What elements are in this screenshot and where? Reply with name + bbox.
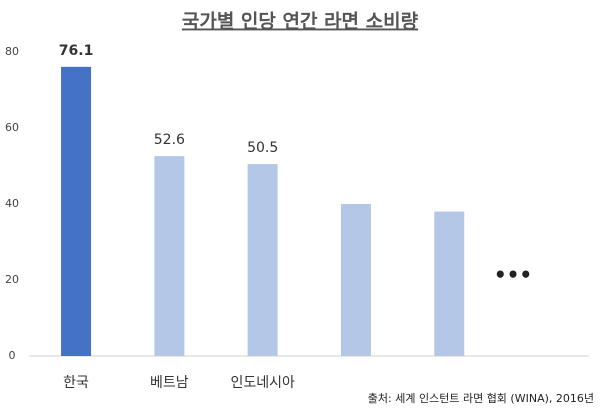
source-note: 출처: 세계 인스턴트 라면 협회 (WINA), 2016년 bbox=[368, 392, 594, 405]
bar bbox=[340, 204, 371, 356]
x-tick-label: 베트남 bbox=[150, 375, 189, 391]
bar bbox=[247, 164, 278, 356]
value-label: 52.6 bbox=[154, 132, 185, 148]
chart-title: 국가별 인당 연간 라면 소비량 bbox=[182, 11, 419, 33]
y-tick-label: 40 bbox=[5, 197, 19, 210]
x-tick-label: 한국 bbox=[63, 375, 89, 391]
x-tick-label: 인도네시아 bbox=[230, 375, 295, 391]
y-tick-label: 0 bbox=[9, 349, 16, 362]
y-tick-label: 20 bbox=[5, 273, 19, 286]
y-tick-label: 80 bbox=[5, 45, 19, 58]
ellipsis: ••• bbox=[494, 263, 532, 287]
bar bbox=[61, 66, 92, 356]
bar bbox=[154, 156, 185, 356]
y-tick-label: 60 bbox=[5, 121, 19, 134]
value-label: 76.1 bbox=[59, 43, 94, 59]
bar bbox=[434, 211, 465, 356]
value-label: 50.5 bbox=[247, 140, 278, 156]
